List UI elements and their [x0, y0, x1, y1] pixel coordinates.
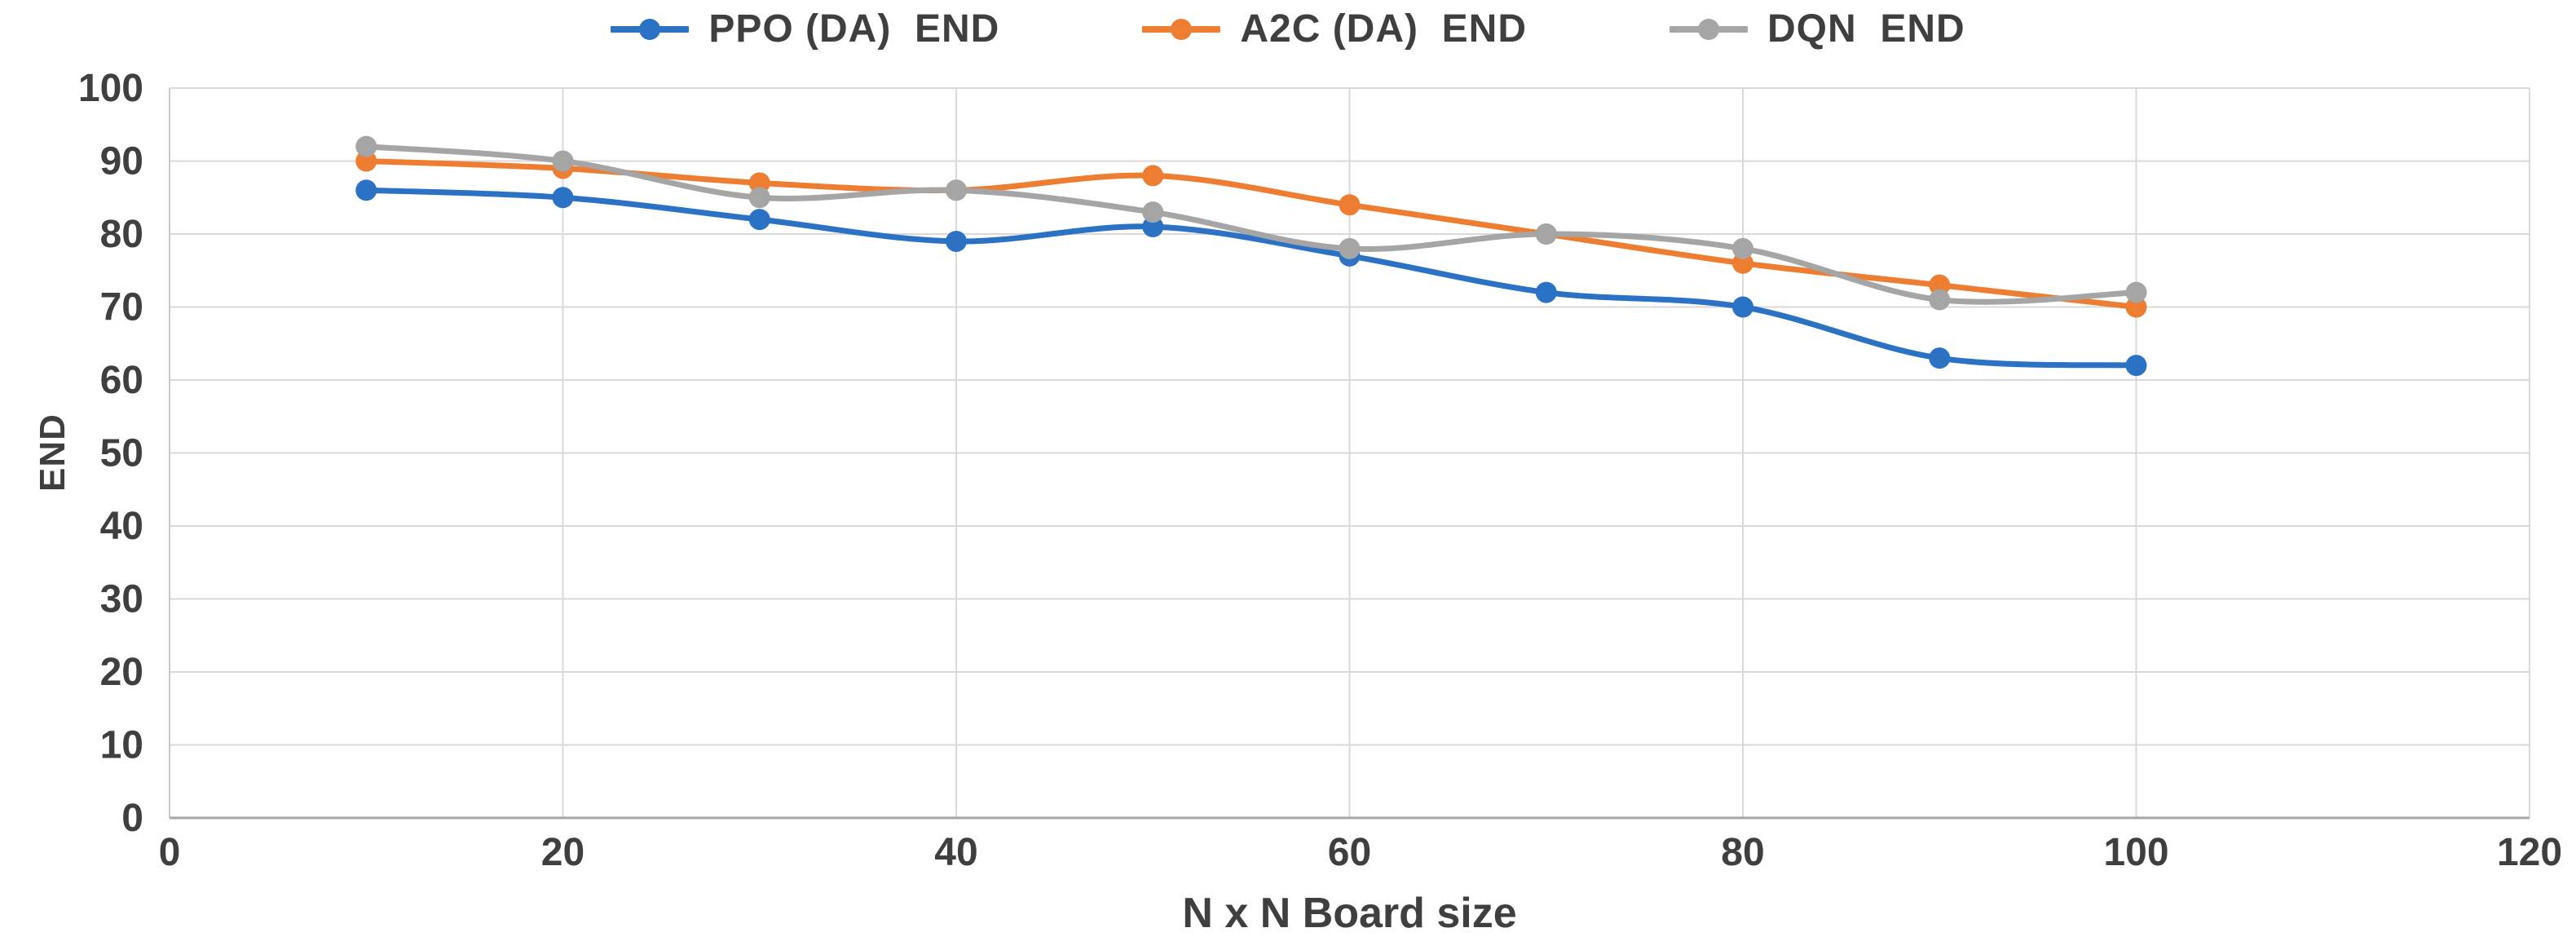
y-tick-label: 20 — [100, 651, 143, 694]
data-point-ppo-da-end — [1732, 296, 1753, 318]
data-point-ppo-da-end — [355, 179, 377, 201]
data-point-ppo-da-end — [1929, 347, 1951, 369]
data-point-ppo-da-end — [748, 209, 770, 231]
data-point-dqn-end — [355, 135, 377, 157]
data-point-a2c-da-end — [355, 150, 377, 172]
data-point-dqn-end — [748, 187, 770, 209]
data-point-a2c-da-end — [1142, 165, 1164, 187]
data-point-ppo-da-end — [552, 187, 574, 209]
data-point-ppo-da-end — [2125, 355, 2147, 377]
legend-marker-a2c-line-dot-icon — [1142, 18, 1221, 40]
data-point-ppo-da-end — [1535, 281, 1557, 303]
y-tick-label: 10 — [100, 724, 143, 767]
y-tick-label: 40 — [100, 505, 143, 548]
y-tick-label: 0 — [121, 797, 143, 840]
series-line-dqn-end — [363, 144, 2139, 305]
x-tick-label: 80 — [1721, 831, 1764, 874]
data-point-ppo-da-end — [1142, 216, 1164, 238]
legend-label: DQN END — [1767, 7, 1965, 51]
x-tick-label: 100 — [2103, 831, 2168, 874]
y-tick-label: 80 — [100, 213, 143, 256]
legend-marker-dqn-line-dot-icon — [1670, 18, 1748, 40]
x-tick-label: 60 — [1328, 831, 1371, 874]
data-point-ppo-da-end — [946, 230, 967, 252]
legend-marker-ppo-line-dot-icon — [611, 18, 690, 40]
legend-item-a2c-da-end: A2C (DA) END — [1142, 7, 1527, 51]
data-point-dqn-end — [552, 150, 574, 172]
x-tick-label: 0 — [159, 831, 181, 874]
series-line-ppo-da-end — [363, 187, 2139, 369]
data-point-dqn-end — [1142, 201, 1164, 223]
data-point-a2c-da-end — [1732, 252, 1753, 274]
legend-label: PPO (DA) END — [708, 7, 1000, 51]
y-axis-title: END — [33, 413, 73, 492]
data-point-a2c-da-end — [748, 172, 770, 194]
x-tick-label: 120 — [2497, 831, 2562, 874]
data-point-dqn-end — [946, 179, 967, 201]
x-tick-label: 40 — [934, 831, 977, 874]
x-axis-title: N x N Board size — [1182, 890, 1517, 937]
y-tick-label: 70 — [100, 286, 143, 329]
data-point-dqn-end — [1339, 237, 1361, 259]
y-tick-label: 50 — [100, 432, 143, 475]
legend-item-ppo-da-end: PPO (DA) END — [611, 7, 999, 51]
x-tick-label: 20 — [541, 831, 584, 874]
y-tick-label: 90 — [100, 140, 143, 183]
data-point-a2c-da-end — [1929, 274, 1951, 296]
legend-item-dqn-end: DQN END — [1670, 7, 1965, 51]
data-point-dqn-end — [1732, 237, 1753, 259]
legend-label: A2C (DA) END — [1240, 7, 1527, 51]
data-point-a2c-da-end — [2125, 296, 2147, 318]
y-tick-label: 100 — [78, 67, 143, 110]
chart-legend: PPO (DA) END A2C (DA) END DQN END — [0, 7, 2576, 51]
series-dqn-end — [355, 135, 2147, 311]
data-point-dqn-end — [2125, 281, 2147, 303]
tick-labels: 0 10 20 30 40 50 60 70 80 90 100 0 20 40 60 80 100 120 — [78, 67, 2562, 874]
y-tick-label: 60 — [100, 359, 143, 402]
data-point-dqn-end — [1929, 289, 1951, 311]
data-point-dqn-end — [1535, 223, 1557, 245]
data-point-a2c-da-end — [1339, 194, 1361, 216]
y-tick-label: 30 — [100, 578, 143, 621]
